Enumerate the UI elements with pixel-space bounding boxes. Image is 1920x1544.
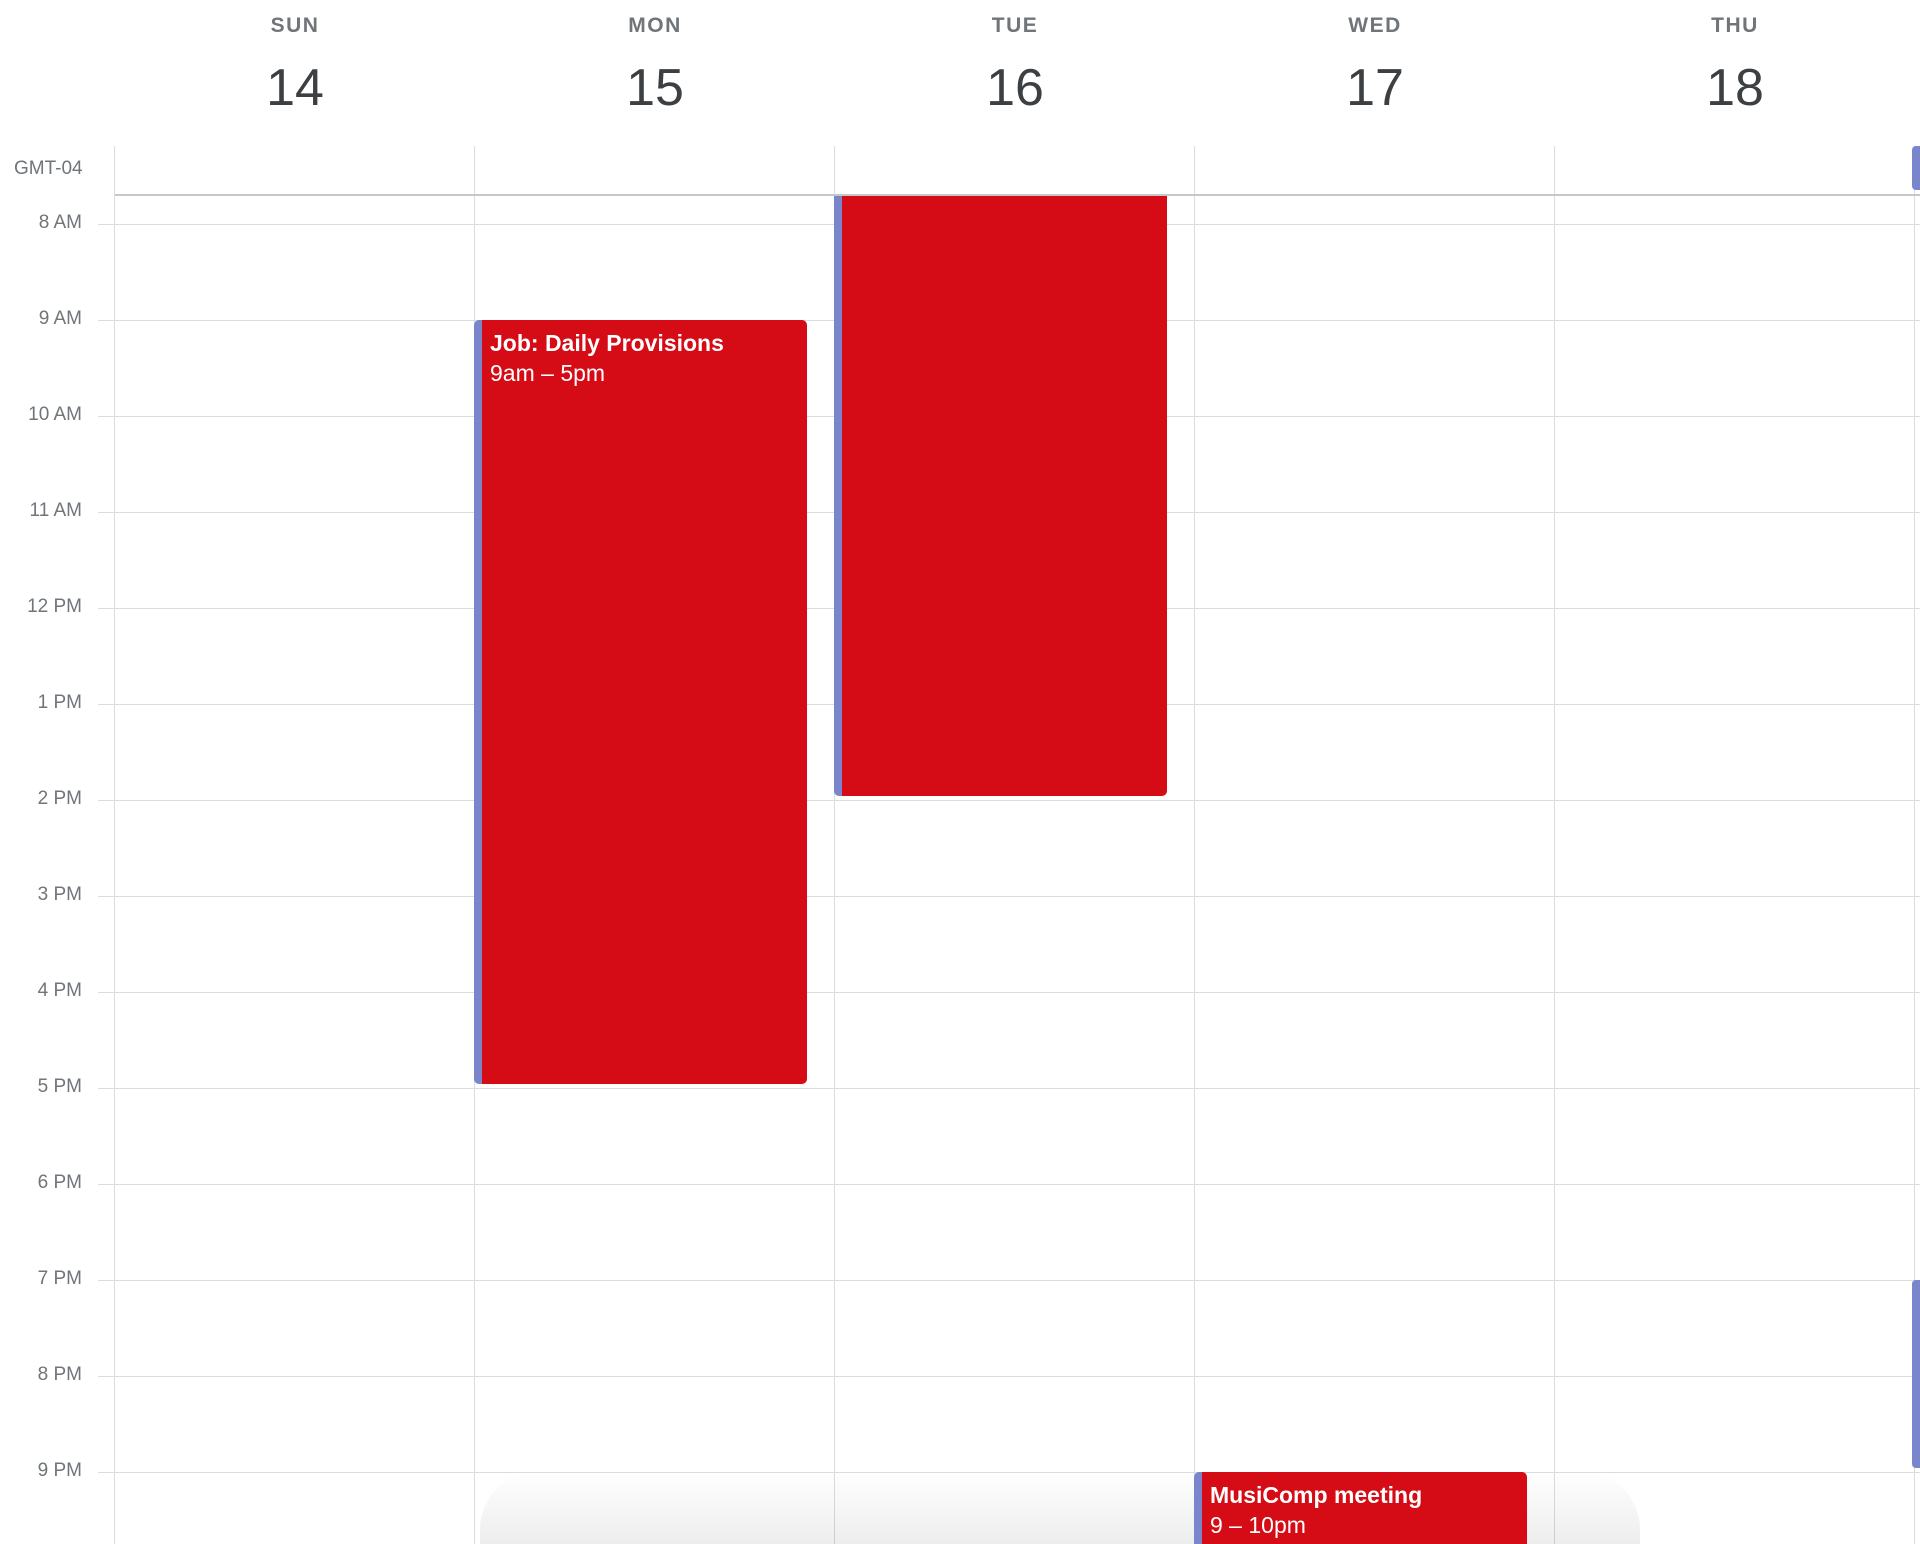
hour-line — [98, 1280, 1920, 1281]
hour-label: 5 PM — [37, 1076, 82, 1097]
hour-line — [98, 1472, 1920, 1473]
event-time: 9am – 5pm — [490, 360, 606, 386]
day-name: MON — [628, 14, 682, 37]
hour-label: 3 PM — [37, 884, 82, 905]
day-name: THU — [1711, 14, 1759, 37]
hour-line — [98, 1088, 1920, 1089]
hour-line — [98, 896, 1920, 897]
day-name: TUE — [991, 14, 1039, 37]
day-number[interactable]: 16 — [986, 59, 1044, 117]
event-title: Job: Daily Provisions — [490, 330, 724, 356]
event-title: MusiComp meeting — [1210, 1482, 1423, 1508]
hour-label: 12 PM — [27, 596, 82, 617]
column-divider — [114, 146, 115, 1544]
day-number[interactable]: 17 — [1346, 59, 1404, 117]
hour-label: 4 PM — [37, 980, 82, 1001]
offscreen-event-chip[interactable] — [1912, 1280, 1920, 1468]
offscreen-event-chip[interactable] — [1912, 146, 1920, 190]
event-musicomp-meeting[interactable]: MusiComp meeting 9 – 10pm — [1194, 1472, 1527, 1544]
hour-line — [98, 1376, 1920, 1377]
event-daily-provisions[interactable]: Job: Daily Provisions 9am – 5pm — [474, 320, 807, 1084]
event-tuesday-block[interactable] — [834, 194, 1167, 796]
day-header-sun[interactable]: SUN 14 — [115, 0, 475, 146]
day-header-wed[interactable]: WED 17 — [1195, 0, 1555, 146]
hour-line — [98, 1184, 1920, 1185]
event-time: 9 – 10pm — [1210, 1512, 1306, 1538]
hour-label: 11 AM — [29, 500, 82, 521]
day-name: SUN — [270, 14, 320, 37]
hour-label: 9 PM — [37, 1460, 82, 1481]
column-divider — [1194, 146, 1195, 1544]
hour-label: 7 PM — [37, 1268, 82, 1289]
column-divider — [1914, 146, 1915, 1544]
hour-line — [98, 800, 1920, 801]
day-header-tue[interactable]: TUE 16 — [835, 0, 1195, 146]
hour-label: 6 PM — [37, 1172, 82, 1193]
hour-label: 1 PM — [37, 692, 82, 713]
timezone-label: GMT-04 — [14, 158, 83, 179]
hour-label: 9 AM — [38, 308, 82, 329]
column-divider — [834, 146, 835, 1544]
hour-label: 10 AM — [28, 404, 82, 425]
day-name: WED — [1348, 14, 1402, 37]
day-header-thu[interactable]: THU 18 — [1555, 0, 1915, 146]
day-header-mon[interactable]: MON 15 — [475, 0, 835, 146]
hour-line — [98, 992, 1920, 993]
day-number[interactable]: 15 — [626, 59, 684, 117]
all-day-divider — [115, 194, 1920, 196]
day-number[interactable]: 18 — [1706, 59, 1764, 117]
hour-label: 8 PM — [37, 1364, 82, 1385]
column-divider — [1554, 146, 1555, 1544]
hour-label: 2 PM — [37, 788, 82, 809]
hour-label: 8 AM — [38, 212, 82, 233]
day-number[interactable]: 14 — [266, 59, 324, 117]
